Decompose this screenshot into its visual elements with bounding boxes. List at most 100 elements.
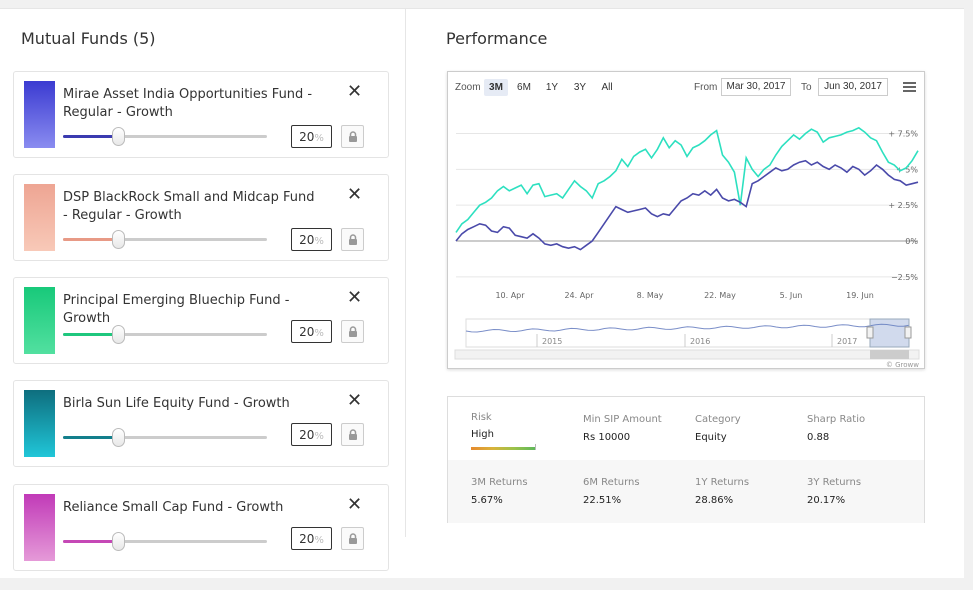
fund-card: DSP BlackRock Small and Midcap Fund - Re… bbox=[13, 174, 389, 261]
lock-allocation-button[interactable] bbox=[341, 125, 364, 148]
performance-chart: Zoom 3M 6M 1Y 3Y All From Mar 30, 2017 To Ju… bbox=[447, 71, 925, 369]
returns-3y-label: 3Y Returns bbox=[807, 477, 862, 488]
zoom-button-all[interactable]: All bbox=[601, 82, 613, 93]
risk-meter bbox=[471, 447, 535, 450]
x-tick-label: 22. May bbox=[704, 291, 736, 300]
x-tick-label: 10. Apr bbox=[495, 291, 525, 300]
returns-6m-value: 22.51% bbox=[583, 495, 622, 506]
allocation-slider-fill bbox=[63, 333, 119, 336]
returns-1y-label: 1Y Returns bbox=[695, 477, 750, 488]
to-label: To bbox=[801, 82, 812, 93]
lock-icon bbox=[349, 533, 357, 544]
navigator-handle-left bbox=[866, 326, 874, 339]
page: Mutual Funds (5) Performance Mirae Asset… bbox=[0, 8, 964, 578]
remove-fund-button[interactable]: ✕ bbox=[347, 494, 363, 514]
percent-suffix: % bbox=[314, 431, 324, 442]
fund-card: Birla Sun Life Equity Fund - Growth ✕ 20% bbox=[13, 380, 389, 467]
lock-icon bbox=[349, 234, 357, 245]
navigator-label: 2015 bbox=[542, 337, 562, 346]
fund-color-swatch bbox=[24, 390, 55, 457]
min-sip-value: Rs 10000 bbox=[583, 432, 631, 443]
allocation-input[interactable]: 20% bbox=[291, 228, 332, 251]
allocation-slider[interactable] bbox=[63, 230, 267, 249]
zoom-button-6m[interactable]: 6M bbox=[517, 82, 531, 93]
risk-label: Risk bbox=[471, 412, 492, 423]
remove-fund-button[interactable]: ✕ bbox=[347, 287, 363, 307]
hamburger-icon[interactable] bbox=[903, 82, 916, 93]
returns-3m-label: 3M Returns bbox=[471, 477, 528, 488]
fund-name: Reliance Small Cap Fund - Growth bbox=[63, 500, 284, 515]
allocation-slider[interactable] bbox=[63, 325, 267, 344]
allocation-input[interactable]: 20% bbox=[291, 527, 332, 550]
allocation-slider-fill bbox=[63, 540, 119, 543]
y-tick-label: + 7.5% bbox=[888, 130, 918, 139]
allocation-slider-fill bbox=[63, 238, 119, 241]
zoom-label: Zoom bbox=[455, 82, 481, 93]
sharp-ratio-label: Sharp Ratio bbox=[807, 414, 866, 425]
chart-credit: © Groww bbox=[886, 361, 919, 369]
remove-fund-button[interactable]: ✕ bbox=[347, 390, 363, 410]
to-date-input[interactable]: Jun 30, 2017 bbox=[818, 78, 888, 96]
allocation-slider-handle[interactable] bbox=[112, 127, 126, 146]
zoom-button-3y[interactable]: 3Y bbox=[573, 82, 587, 93]
from-label: From bbox=[694, 82, 718, 93]
allocation-input[interactable]: 20% bbox=[291, 320, 332, 343]
allocation-slider-handle[interactable] bbox=[112, 230, 126, 249]
fund-name: DSP BlackRock Small and Midcap Fund - Re… bbox=[63, 190, 315, 223]
lock-icon bbox=[349, 429, 357, 440]
navigator-series bbox=[465, 323, 910, 333]
zoom-button-3m[interactable]: 3M bbox=[484, 79, 508, 96]
allocation-input[interactable]: 20% bbox=[291, 423, 332, 446]
risk-value: High bbox=[471, 429, 494, 440]
y-tick-label: −2.5% bbox=[891, 273, 918, 282]
lock-allocation-button[interactable] bbox=[341, 320, 364, 343]
fund-stats: Risk High Min SIP Amount Rs 10000 Catego… bbox=[447, 396, 925, 523]
performance-title: Performance bbox=[446, 29, 548, 48]
percent-suffix: % bbox=[314, 236, 324, 247]
remove-fund-button[interactable]: ✕ bbox=[347, 81, 363, 101]
allocation-slider[interactable] bbox=[63, 127, 267, 146]
lock-allocation-button[interactable] bbox=[341, 527, 364, 550]
x-tick-label: 5. Jun bbox=[780, 291, 803, 300]
fund-color-swatch bbox=[24, 287, 55, 354]
fund-name: Birla Sun Life Equity Fund - Growth bbox=[63, 396, 290, 411]
y-tick-label: + 5% bbox=[896, 165, 918, 174]
allocation-slider-handle[interactable] bbox=[112, 428, 126, 447]
fund-name: Principal Emerging Bluechip Fund - Growt… bbox=[63, 293, 290, 326]
fund-color-swatch bbox=[24, 494, 55, 561]
lock-allocation-button[interactable] bbox=[341, 228, 364, 251]
allocation-slider[interactable] bbox=[63, 428, 267, 447]
min-sip-label: Min SIP Amount bbox=[583, 414, 662, 425]
risk-meter-end bbox=[535, 444, 536, 450]
remove-fund-button[interactable]: ✕ bbox=[347, 184, 363, 204]
y-tick-label: + 2.5% bbox=[888, 201, 918, 210]
returns-3m-value: 5.67% bbox=[471, 495, 503, 506]
chart-scrollbar-thumb bbox=[870, 350, 909, 359]
percent-suffix: % bbox=[314, 328, 324, 339]
fund-card: Reliance Small Cap Fund - Growth ✕ 20% bbox=[13, 484, 389, 571]
allocation-slider-handle[interactable] bbox=[112, 325, 126, 344]
category-value: Equity bbox=[695, 432, 727, 443]
x-tick-label: 19. Jun bbox=[846, 291, 874, 300]
allocation-value: 20 bbox=[299, 130, 315, 144]
allocation-slider-handle[interactable] bbox=[112, 532, 126, 551]
fund-card: Mirae Asset India Opportunities Fund - R… bbox=[13, 71, 389, 158]
allocation-input[interactable]: 20% bbox=[291, 125, 332, 148]
navigator-label: 2017 bbox=[837, 337, 857, 346]
from-date-input[interactable]: Mar 30, 2017 bbox=[721, 78, 791, 96]
chart-plot: + 7.5% + 5% + 2.5% 0% −2.5% 10. Apr 24. Apr 8. … bbox=[454, 126, 920, 369]
allocation-slider-fill bbox=[63, 436, 119, 439]
allocation-value: 20 bbox=[299, 325, 315, 339]
allocation-slider[interactable] bbox=[63, 532, 267, 551]
zoom-button-1y[interactable]: 1Y bbox=[545, 82, 559, 93]
lock-icon bbox=[349, 326, 357, 337]
allocation-value: 20 bbox=[299, 428, 315, 442]
lock-icon bbox=[349, 131, 357, 142]
percent-suffix: % bbox=[314, 133, 324, 144]
fund-name: Mirae Asset India Opportunities Fund - R… bbox=[63, 87, 313, 120]
percent-suffix: % bbox=[314, 535, 324, 546]
lock-allocation-button[interactable] bbox=[341, 423, 364, 446]
allocation-slider-fill bbox=[63, 135, 119, 138]
fund-card: Principal Emerging Bluechip Fund - Growt… bbox=[13, 277, 389, 364]
x-tick-label: 8. May bbox=[637, 291, 664, 300]
